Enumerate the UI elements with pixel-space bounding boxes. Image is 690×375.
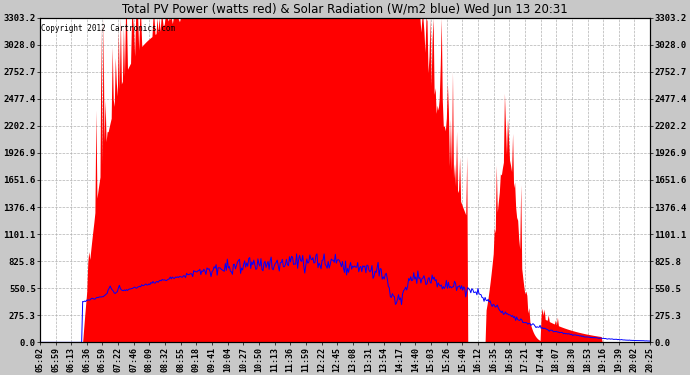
Title: Total PV Power (watts red) & Solar Radiation (W/m2 blue) Wed Jun 13 20:31: Total PV Power (watts red) & Solar Radia… [122,3,568,16]
Text: Copyright 2012 Cartronics.com: Copyright 2012 Cartronics.com [41,24,175,33]
